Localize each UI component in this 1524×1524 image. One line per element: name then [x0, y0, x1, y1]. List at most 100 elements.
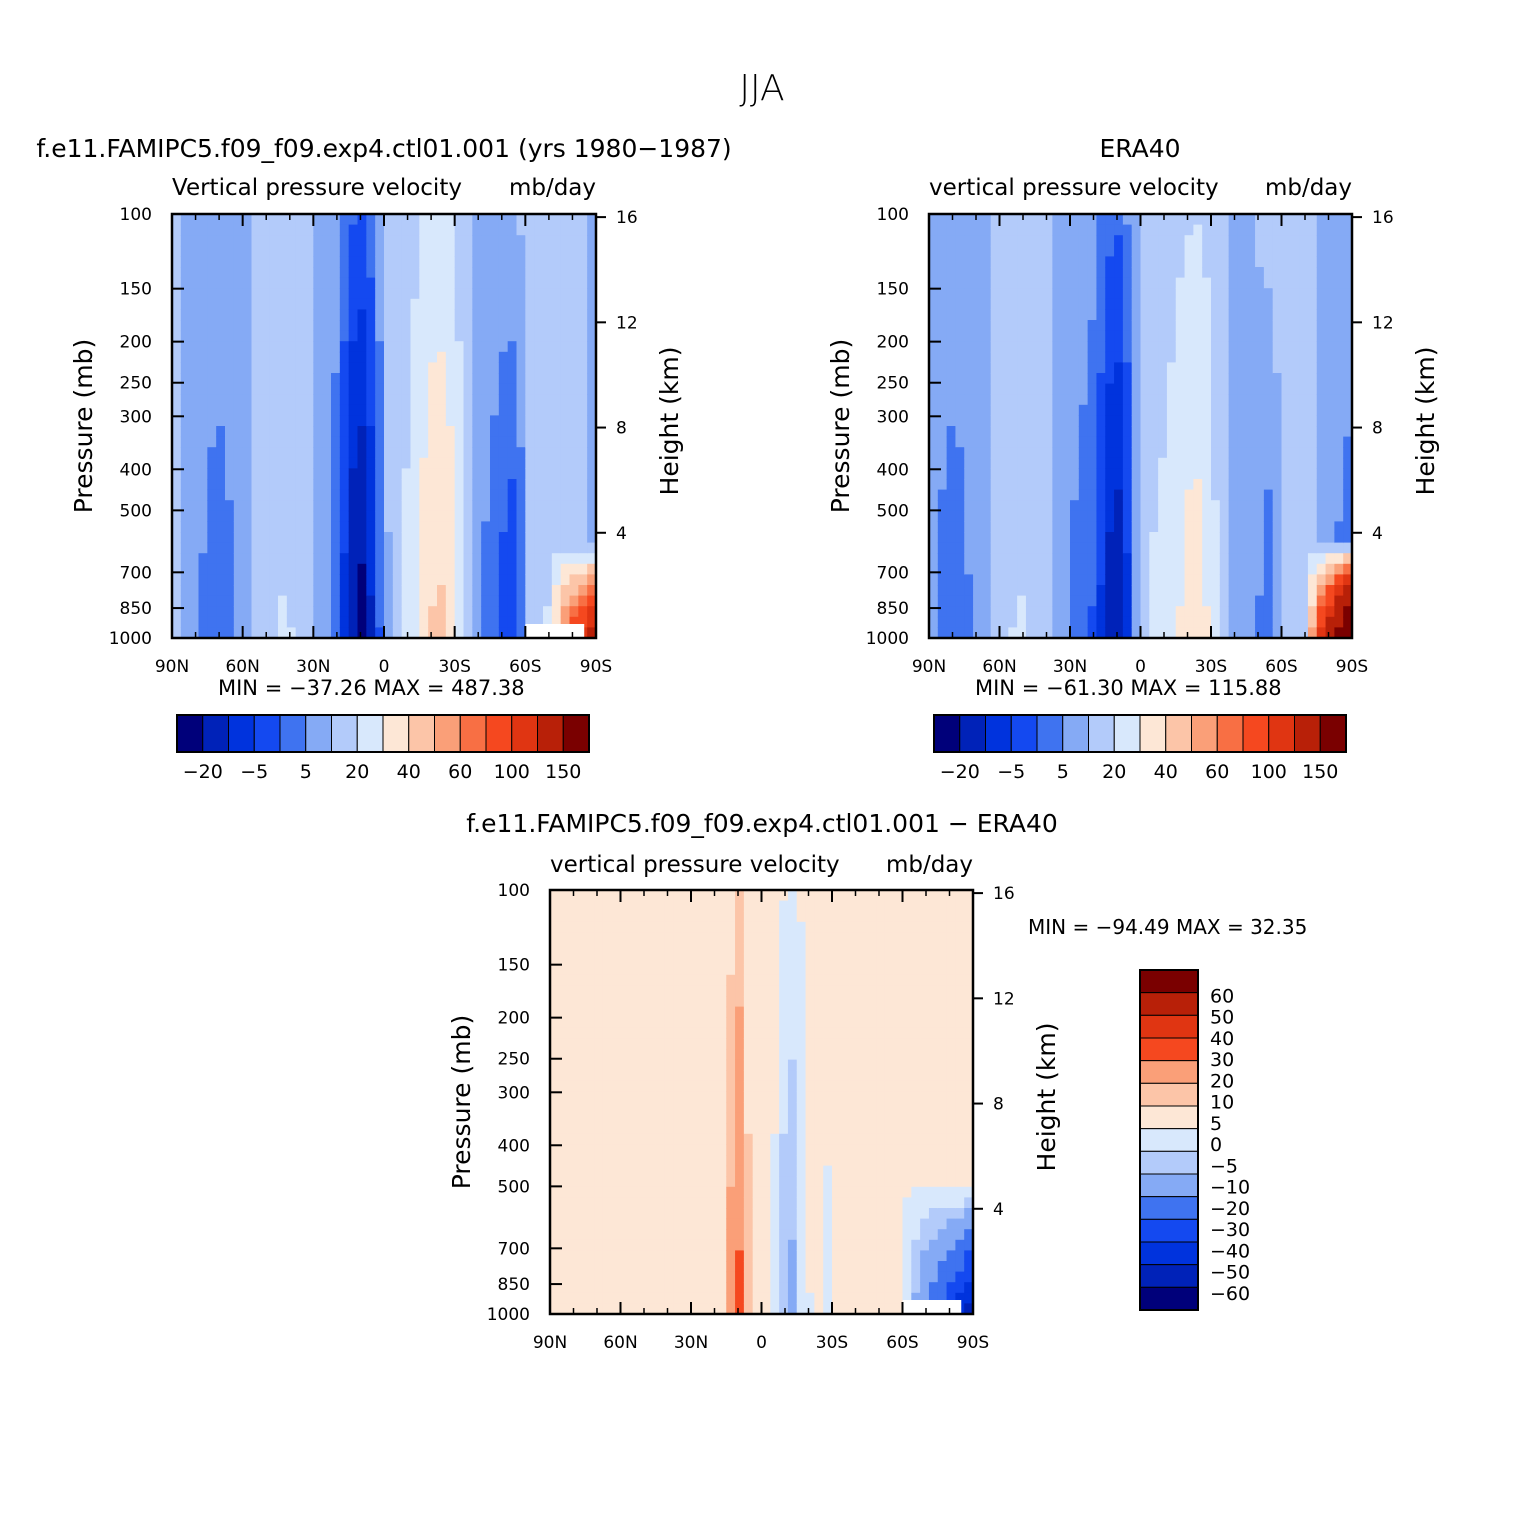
field-cell [1307, 341, 1318, 353]
field-cell [198, 404, 208, 416]
field-cell [1219, 245, 1230, 257]
field-cell [602, 1070, 613, 1082]
field-cell [1290, 616, 1300, 628]
field-cell [1158, 298, 1168, 310]
field-cell [1149, 341, 1159, 353]
field-cell [1175, 351, 1186, 363]
field-cell [587, 553, 597, 565]
field-cell [929, 277, 939, 289]
field-cell [1325, 309, 1335, 321]
field-cell [1017, 235, 1027, 247]
field-cell [498, 320, 509, 332]
field-cell [594, 1197, 604, 1209]
field-cell [189, 298, 200, 310]
field-cell [682, 921, 692, 933]
field-cell [419, 606, 429, 618]
field-cell [534, 468, 544, 480]
field-cell [1211, 542, 1221, 554]
field-cell [225, 373, 235, 385]
field-cell [646, 900, 657, 912]
field-cell [1237, 394, 1247, 406]
field-cell [172, 595, 182, 607]
field-cell [1263, 532, 1274, 544]
field-cell [1114, 447, 1124, 459]
field-cell [172, 394, 182, 406]
field-cell [1211, 510, 1221, 522]
field-cell [964, 373, 974, 385]
field-cell [1211, 616, 1221, 628]
field-cell [304, 606, 314, 618]
field-cell [699, 1070, 710, 1082]
field-cell [1246, 585, 1256, 597]
field-cell [620, 943, 630, 955]
field-cell [1237, 595, 1247, 607]
field-cell [673, 1155, 683, 1167]
field-cell [543, 256, 553, 268]
field-cell [251, 616, 261, 628]
field-cell [454, 341, 465, 353]
field-cell [611, 1282, 622, 1294]
field-cell [339, 436, 350, 448]
field-cell [322, 479, 332, 491]
field-cell [752, 1229, 763, 1241]
field-cell [646, 1261, 657, 1273]
field-cell [576, 1006, 586, 1018]
field-cell [1034, 256, 1045, 268]
field-cell [313, 277, 323, 289]
field-cell [516, 489, 526, 501]
field-cell [587, 404, 597, 416]
field-cell [1061, 606, 1071, 618]
field-cell [990, 489, 1001, 501]
field-cell [611, 1165, 622, 1177]
field-cell [251, 415, 261, 427]
field-cell [286, 447, 297, 459]
field-cell [1017, 415, 1027, 427]
field-cell [357, 235, 367, 247]
field-cell [304, 616, 314, 628]
field-cell [419, 362, 429, 374]
field-cell [726, 911, 736, 923]
field-cell [295, 245, 306, 257]
field-cell [286, 256, 297, 268]
field-cell [1325, 330, 1335, 342]
field-cell [551, 553, 562, 565]
field-cell [481, 521, 491, 533]
field-cell [392, 277, 403, 289]
field-cell [1263, 235, 1274, 247]
field-cell [481, 341, 491, 353]
field-cell [1307, 235, 1318, 247]
field-cell [331, 426, 341, 438]
field-cell [322, 563, 332, 575]
field-cell [578, 563, 588, 575]
field-cell [172, 373, 182, 385]
field-cell [551, 468, 562, 480]
field-cell [269, 510, 279, 522]
field-cell [278, 245, 288, 257]
field-cell [752, 943, 763, 955]
field-cell [973, 447, 983, 459]
field-cell [1211, 606, 1221, 618]
field-cell [1122, 288, 1133, 300]
field-cell [1211, 585, 1221, 597]
field-cell [1316, 479, 1327, 491]
field-cell [726, 1197, 736, 1209]
field-cell [1008, 224, 1018, 236]
field-cell [1263, 457, 1274, 469]
field-cell [490, 415, 500, 427]
field-cell [1263, 373, 1274, 385]
field-cell [225, 426, 235, 438]
field-cell [357, 404, 367, 416]
field-cell [735, 921, 745, 933]
field-cell [410, 277, 420, 289]
field-cell [189, 489, 200, 501]
field-cell [516, 563, 526, 575]
field-cell [1299, 415, 1309, 427]
field-cell [743, 985, 754, 997]
field-cell [401, 362, 412, 374]
field-cell [543, 341, 553, 353]
field-cell [946, 606, 957, 618]
field-cell [981, 298, 992, 310]
field-cell [525, 298, 535, 310]
field-cell [1281, 510, 1291, 522]
field-cell [964, 627, 974, 639]
